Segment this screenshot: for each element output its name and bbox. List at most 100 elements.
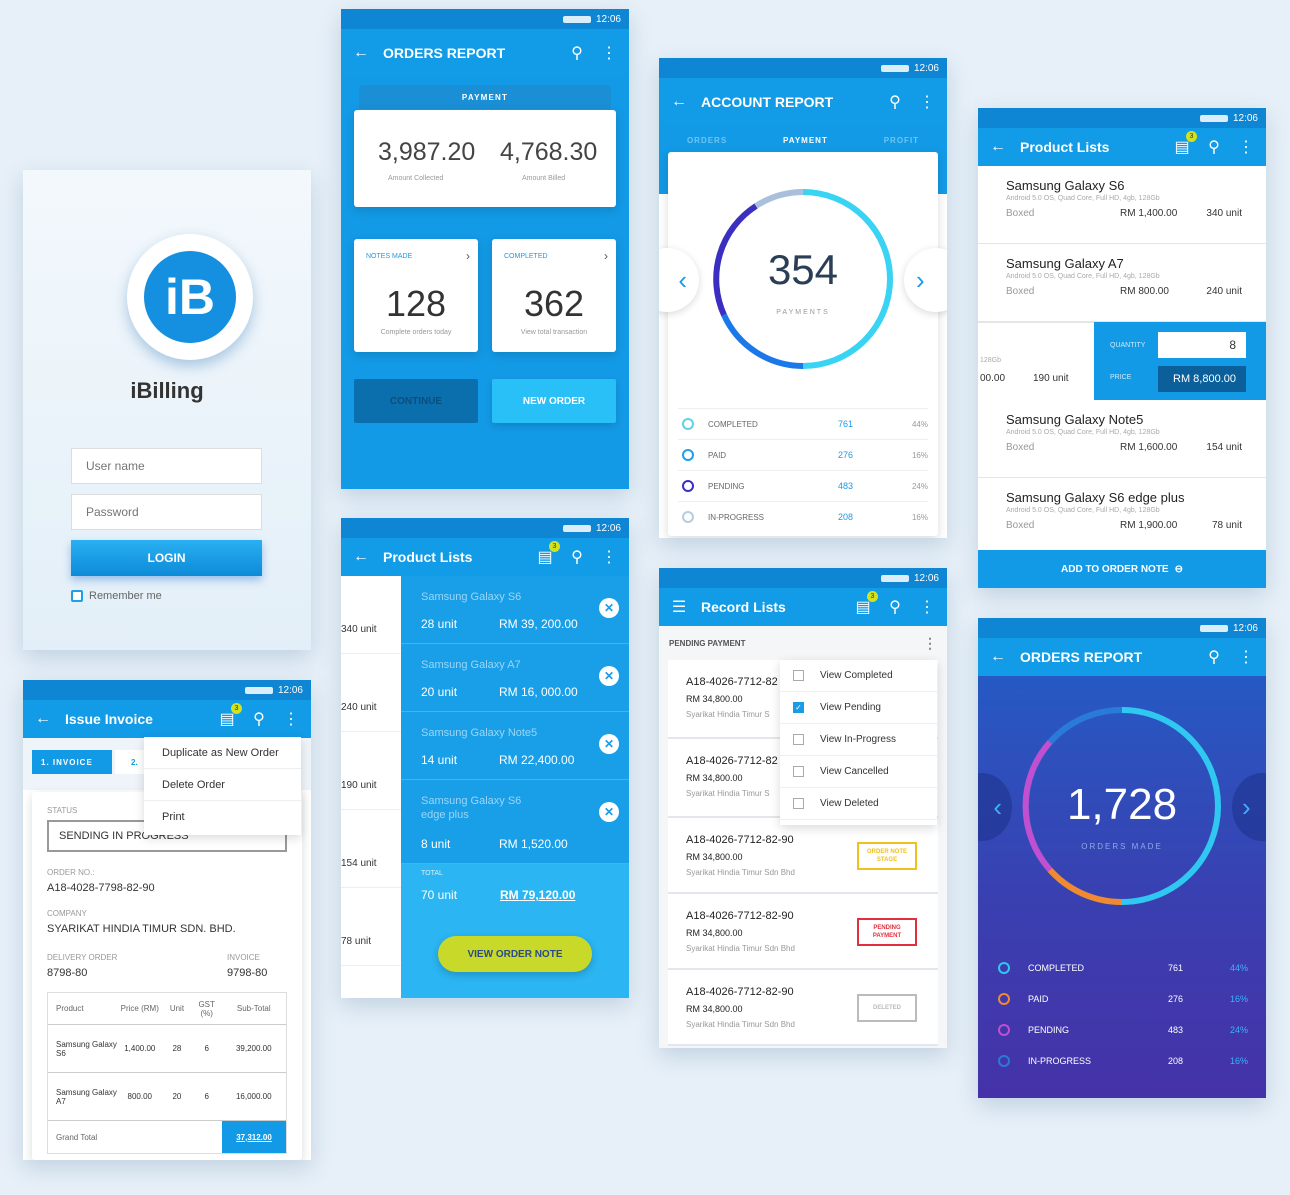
record-item[interactable]: A18-4026-7712-82-90 RM 34,800.00 Syarikat …	[668, 818, 938, 894]
record-item[interactable]: A18-4026-7712-82-90 RM 34,800.00 Syarikat …	[668, 970, 938, 1046]
filter-option[interactable]: ✓ View Pending	[780, 692, 937, 724]
search-icon[interactable]: ⚲	[1208, 649, 1220, 666]
product-name: Samsung Galaxy A7	[1006, 256, 1124, 271]
completed-label: COMPLETED	[504, 253, 548, 260]
filter-option[interactable]: View Deleted	[780, 788, 937, 820]
stat-pct: 16%	[1229, 1055, 1248, 1066]
checkbox-icon[interactable]	[793, 734, 804, 745]
search-icon[interactable]: ⚲	[889, 599, 901, 616]
search-icon[interactable]: ⚲	[571, 549, 583, 566]
tab-profit[interactable]: PROFIT	[883, 135, 920, 145]
add-to-order-button[interactable]: ADD TO ORDER NOTE ⊖	[978, 550, 1266, 588]
remember-label: Remember me	[89, 590, 162, 602]
new-order-button[interactable]: NEW ORDER	[492, 379, 616, 423]
hamburger-menu-icon[interactable]: ☰	[671, 599, 687, 616]
item-name: Samsung Galaxy S6 edge plus	[421, 795, 522, 821]
hidden-list-column: 340 unit 240 unit 190 unit 154 unit 78 unit	[341, 576, 401, 998]
checkbox-icon[interactable]	[793, 670, 804, 681]
item-unit: 28 unit	[421, 617, 458, 631]
notes-made-label: NOTES MADE	[366, 253, 413, 260]
more-vert-icon[interactable]: ⋮	[601, 45, 617, 62]
more-vert-icon[interactable]: ⋮	[923, 634, 937, 651]
checkbox-checked-icon[interactable]: ✓	[793, 702, 804, 713]
product-item[interactable]: Samsung Galaxy A7 Android 5.0 OS, Quad Co…	[978, 244, 1266, 322]
continue-button[interactable]: CONTINUE	[354, 379, 478, 423]
menu-print[interactable]: Print	[162, 811, 185, 823]
more-vert-icon[interactable]: ⋮	[919, 94, 935, 111]
more-vert-icon[interactable]: ⋮	[601, 549, 617, 566]
next-arrow-button[interactable]: ›	[904, 248, 947, 312]
notes-made-card[interactable]: NOTES MADE › 128 Complete orders today	[354, 239, 478, 352]
filter-option[interactable]: View In-Progress	[780, 724, 937, 756]
remove-icon[interactable]: ✕	[599, 734, 619, 754]
quantity-input[interactable]: 8	[1158, 332, 1246, 358]
username-input[interactable]	[71, 448, 262, 484]
status-dot-icon	[998, 961, 1010, 974]
record-item[interactable]: A18-4026-7712-82-90 RM 34,800.00 Syarikat …	[668, 894, 938, 970]
back-arrow-icon[interactable]: ←	[353, 548, 369, 565]
item-price: RM 22,400.00	[499, 753, 575, 767]
total-price: RM 79,120.00	[500, 888, 576, 902]
account-report-screen: 12:06 ← ACCOUNT REPORT ⚲ ⋮ ORDERS PAYMEN…	[659, 58, 947, 538]
remove-icon[interactable]: ✕	[599, 802, 619, 822]
search-icon[interactable]: ⚲	[253, 711, 265, 728]
total-unit: 70 unit	[421, 888, 458, 902]
payment-card: 3,987.20 Amount Collected 4,768.30 Amoun…	[354, 110, 616, 207]
filter-option[interactable]: View Completed	[780, 660, 937, 692]
order-item[interactable]: Samsung Galaxy Note5 14 unit RM 22,400.00 ✕	[401, 712, 629, 780]
stat-pct: 24%	[1229, 1024, 1248, 1035]
swipe-edit-row[interactable]: 128Gb 00.00 190 unit QUANTITY 8 PRICE RM 8,800…	[978, 322, 1266, 400]
step-invoice[interactable]: 1. INVOICE	[32, 750, 112, 774]
product-item[interactable]: Samsung Galaxy S6 Android 5.0 OS, Quad Co…	[978, 166, 1266, 244]
search-icon[interactable]: ⚲	[889, 94, 901, 111]
remember-checkbox[interactable]	[71, 590, 83, 602]
back-arrow-icon[interactable]: ←	[35, 710, 51, 727]
login-button[interactable]: LOGIN	[71, 540, 262, 576]
search-icon[interactable]: ⚲	[1208, 139, 1220, 156]
invoice-value: 9798-80	[227, 967, 268, 979]
more-vert-icon[interactable]: ⋮	[1238, 139, 1254, 156]
view-order-note-button[interactable]: VIEW ORDER NOTE	[438, 936, 592, 972]
more-vert-icon[interactable]: ⋮	[1238, 649, 1254, 666]
search-icon[interactable]: ⚲	[571, 45, 583, 62]
back-arrow-icon[interactable]: ←	[990, 648, 1006, 665]
tab-orders[interactable]: ORDERS	[686, 135, 728, 145]
price-input[interactable]: RM 8,800.00	[1158, 366, 1246, 392]
order-item[interactable]: Samsung Galaxy S6 28 unit RM 39, 200.00 ✕	[401, 576, 629, 644]
order-note-icon[interactable]: ▤ 3	[217, 703, 242, 729]
password-input[interactable]	[71, 494, 262, 530]
order-no-label: ORDER NO.:	[47, 868, 95, 877]
menu-delete[interactable]: Delete Order	[144, 769, 301, 801]
checkbox-icon[interactable]	[793, 798, 804, 809]
back-arrow-icon[interactable]: ←	[353, 44, 369, 61]
more-vert-icon[interactable]: ⋮	[283, 711, 299, 728]
menu-duplicate[interactable]: Duplicate as New Order	[144, 737, 301, 769]
order-note-icon[interactable]: ▤ 3	[535, 541, 560, 567]
hidden-unit: 240 unit	[341, 702, 377, 713]
remove-icon[interactable]: ✕	[599, 666, 619, 686]
payment-stats-list: COMPLETED 761 44% PAID 276 16% PENDING 483 24% IN…	[678, 408, 928, 532]
table-cell: 6	[204, 1092, 209, 1101]
filter-option-label: View Cancelled	[820, 766, 889, 777]
checkbox-icon[interactable]	[793, 766, 804, 777]
order-item[interactable]: Samsung Galaxy S6 edge plus 8 unit RM 1,52…	[401, 780, 629, 864]
order-note-icon[interactable]: ▤ 3	[853, 591, 878, 617]
filter-option-label: View In-Progress	[820, 734, 896, 745]
order-note-icon[interactable]: ▤ 3	[1172, 131, 1197, 157]
product-item[interactable]: Samsung Galaxy Note5 Android 5.0 OS, Quad…	[978, 400, 1266, 478]
back-arrow-icon[interactable]: ←	[671, 93, 687, 110]
payments-value: 354	[767, 246, 839, 293]
product-item[interactable]: Samsung Galaxy S6 edge plus Android 5.0 O…	[978, 478, 1266, 556]
stat-row: PAID 276 16%	[998, 983, 1248, 1014]
tab-payment[interactable]: PAYMENT	[783, 135, 828, 145]
back-arrow-icon[interactable]: ←	[990, 138, 1006, 155]
order-item[interactable]: Samsung Galaxy A7 20 unit RM 16, 000.00 ✕	[401, 644, 629, 712]
product-box: Boxed	[1006, 442, 1035, 453]
remove-icon[interactable]: ✕	[599, 598, 619, 618]
completed-card[interactable]: COMPLETED › 362 View total transaction	[492, 239, 616, 352]
stat-label: PAID	[1028, 993, 1049, 1004]
filter-option[interactable]: View Cancelled	[780, 756, 937, 788]
hidden-unit: 154 unit	[341, 858, 377, 869]
more-vert-icon[interactable]: ⋮	[919, 599, 935, 616]
stat-count: 276	[838, 450, 854, 460]
